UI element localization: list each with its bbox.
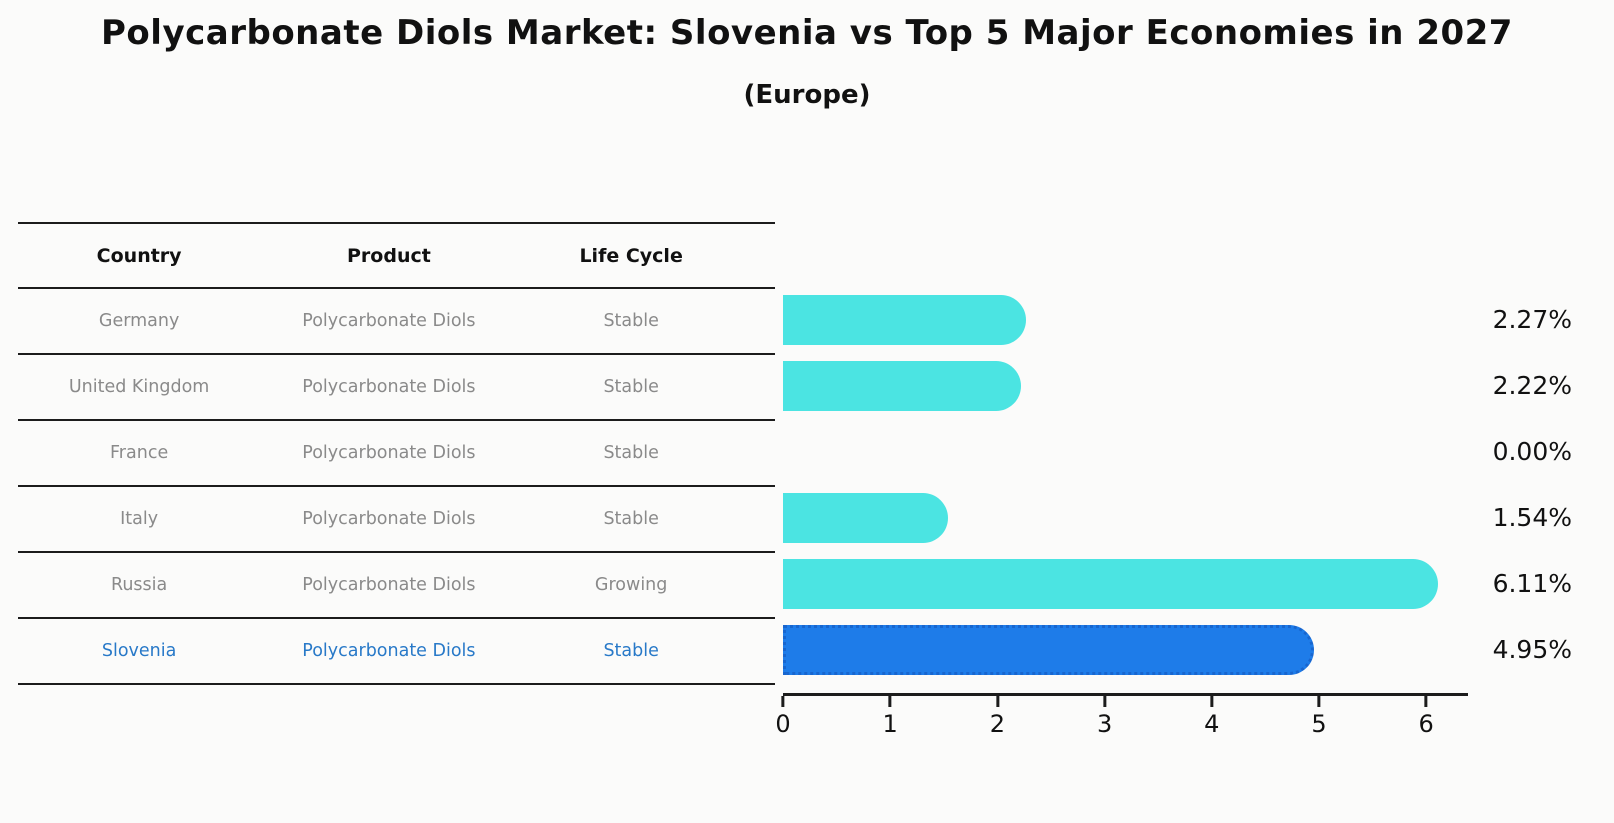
value-label-slovenia: 4.95% [1492, 635, 1572, 664]
bar-italy [783, 493, 949, 543]
bar-germany [783, 295, 1027, 345]
page-subtitle: (Europe) [743, 80, 871, 110]
bar-united-kingdom [783, 361, 1021, 411]
table-row-united-kingdom: United Kingdom Polycarbonate Diols Stabl… [18, 355, 775, 421]
table-row-slovenia: Slovenia Polycarbonate Diols Stable [18, 619, 775, 685]
cell-product: Polycarbonate Diols [302, 509, 476, 529]
bar-russia [783, 559, 1438, 609]
value-label-united-kingdom: 2.22% [1492, 371, 1572, 400]
cell-country: Slovenia [101, 641, 177, 661]
table-row-italy: Italy Polycarbonate Diols Stable [18, 487, 775, 553]
value-label-russia: 6.11% [1492, 569, 1572, 598]
cell-life-cycle: Growing [594, 575, 668, 595]
tick-mark [995, 696, 999, 707]
tick-label: 0 [775, 710, 791, 738]
table-row-france: France Polycarbonate Diols Stable [18, 421, 775, 487]
x-axis-tick-4: 4 [1204, 696, 1219, 737]
tick-label: 4 [1204, 710, 1220, 738]
cell-product: Polycarbonate Diols [302, 443, 476, 463]
page-title: Polycarbonate Diols Market: Slovenia vs … [101, 13, 1513, 53]
bar-slovenia [783, 625, 1314, 675]
cell-country: Italy [120, 509, 159, 529]
x-axis-tick-5: 5 [1311, 696, 1327, 738]
tick-mark [1103, 696, 1107, 707]
table-header-row: Country Product Life Cycle [18, 224, 775, 289]
x-axis-tick-6: 6 [1419, 696, 1434, 737]
tick-mark [781, 696, 785, 707]
tick-mark [1424, 696, 1428, 707]
cell-product: Polycarbonate Diols [302, 377, 476, 397]
cell-life-cycle: Stable [603, 641, 659, 661]
comparison-table: Country Product Life Cycle Germany Polyc… [18, 222, 775, 685]
tick-mark [1317, 696, 1321, 707]
value-label-italy: 1.54% [1492, 503, 1572, 532]
cell-life-cycle: Stable [603, 443, 659, 463]
tick-mark [888, 696, 892, 707]
table-row-russia: Russia Polycarbonate Diols Growing [18, 553, 775, 619]
cell-life-cycle: Stable [603, 311, 659, 331]
tick-label: 3 [1096, 710, 1113, 738]
cell-country: Russia [110, 575, 168, 595]
column-header-product: Product [347, 244, 431, 267]
cell-product: Polycarbonate Diols [302, 641, 476, 661]
cell-country: France [110, 443, 169, 463]
tick-label: 5 [1311, 710, 1327, 738]
x-axis-line [783, 693, 1468, 696]
cell-country: Germany [98, 311, 180, 331]
x-axis-tick-0: 0 [775, 696, 791, 738]
cell-life-cycle: Stable [603, 377, 659, 397]
x-axis-tick-3: 3 [1097, 696, 1112, 737]
value-label-germany: 2.27% [1492, 305, 1572, 334]
column-header-country: Country [96, 244, 182, 267]
tick-label: 2 [989, 710, 1006, 738]
cell-life-cycle: Stable [603, 509, 659, 529]
x-axis-tick-2: 2 [990, 696, 1005, 737]
column-header-life-cycle: Life Cycle [579, 244, 683, 267]
tick-label: 6 [1418, 710, 1434, 738]
tick-mark [1210, 696, 1214, 707]
x-axis-tick-1: 1 [883, 696, 898, 737]
table-row-germany: Germany Polycarbonate Diols Stable [18, 289, 775, 355]
bar-plot: 0 1 2 3 4 5 6 [775, 222, 1468, 737]
cell-country: United Kingdom [68, 377, 210, 397]
cell-product: Polycarbonate Diols [302, 575, 476, 595]
tick-label: 1 [882, 710, 898, 738]
value-label-france: 0.00% [1492, 437, 1572, 466]
cell-product: Polycarbonate Diols [302, 311, 476, 331]
